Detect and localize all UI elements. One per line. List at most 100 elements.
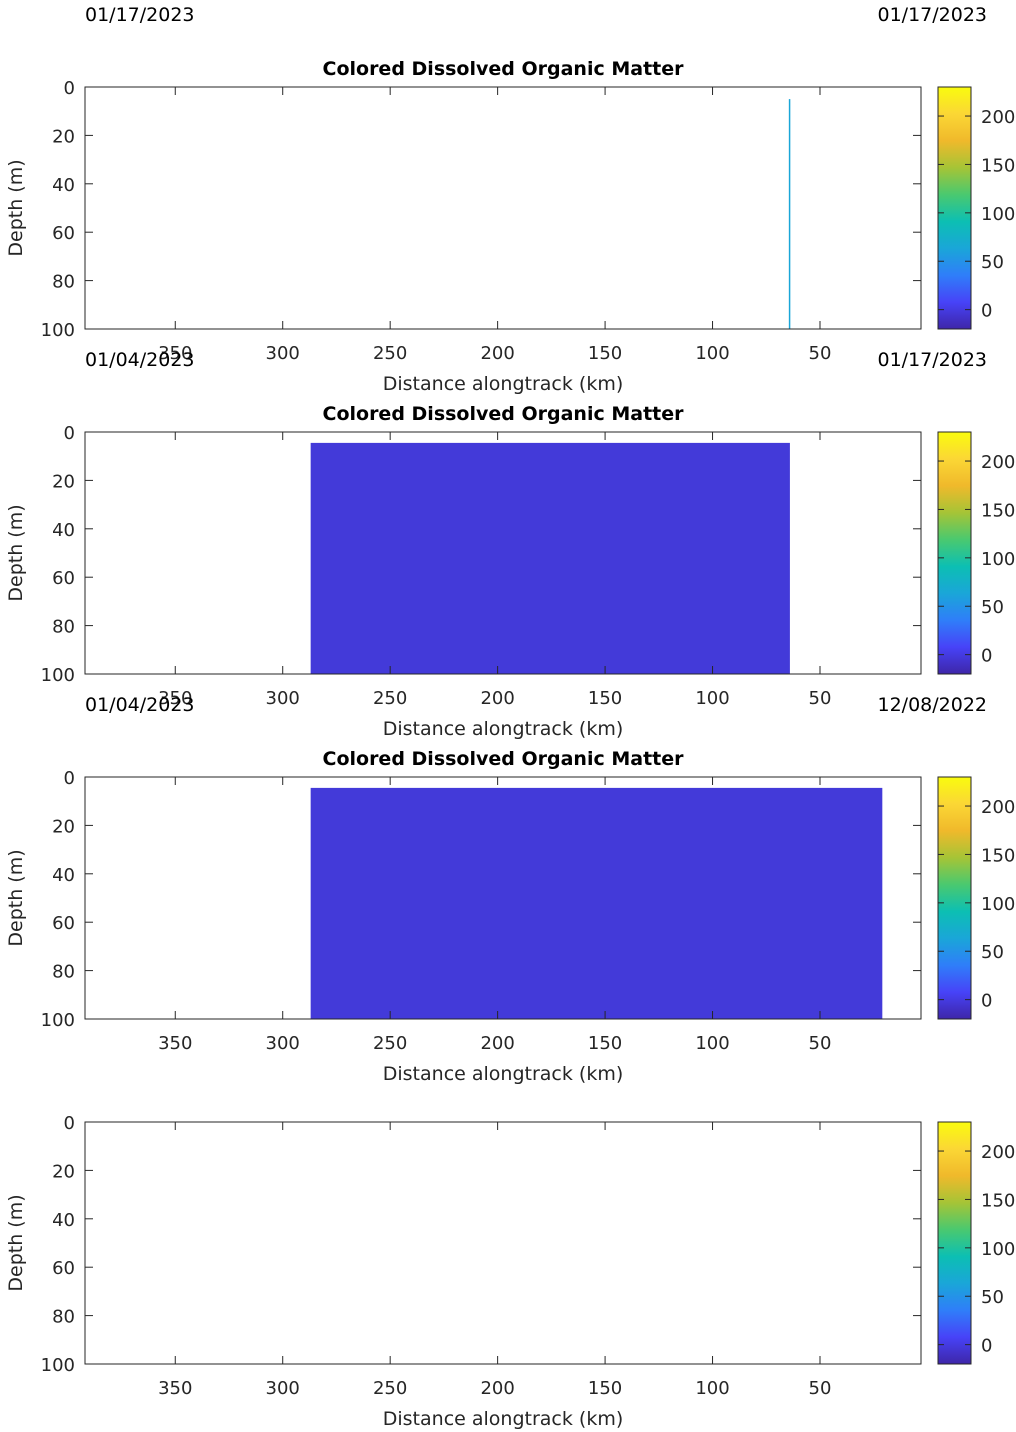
x-tick-label: 300 — [266, 343, 300, 364]
data-region-1 — [310, 787, 883, 1019]
colorbar-gradient — [937, 86, 972, 330]
x-tick-label: 300 — [266, 1378, 300, 1399]
x-tick-label: 300 — [266, 688, 300, 709]
x-tick-label: 200 — [480, 343, 514, 364]
x-tick-label: 350 — [158, 1378, 192, 1399]
colorbar-tick-label: 100 — [981, 894, 1015, 915]
x-tick-label: 150 — [588, 343, 622, 364]
colorbar-tick-label: 150 — [981, 155, 1015, 176]
colorbar-tick-label: 150 — [981, 500, 1015, 521]
x-tick-label: 350 — [158, 343, 192, 364]
plot-area — [84, 776, 922, 1020]
colorbar-tick-label: 0 — [981, 646, 992, 667]
colorbar-tick-label: 50 — [981, 1287, 1004, 1308]
x-tick-label: 50 — [809, 1033, 832, 1054]
colorbar-tick-label: 200 — [981, 1142, 1015, 1163]
x-tick-label: 50 — [809, 688, 832, 709]
panel-3: 350 300 250 200 150 100 50 0 20 40 60 80 100 Distance… — [5, 694, 1015, 1085]
colorbar-tick-label: 50 — [981, 597, 1004, 618]
x-tick-label: 100 — [695, 688, 729, 709]
date-left: 01/04/2023 — [85, 349, 195, 371]
colorbar-tick-label: 50 — [981, 252, 1004, 273]
colorbar-tick-label: 50 — [981, 942, 1004, 963]
chart-title: Colored Dissolved Organic Matter — [323, 58, 685, 80]
date-left: 01/04/2023 — [85, 694, 195, 716]
y-tick-label: 40 — [52, 1210, 75, 1231]
y-axis-label: Depth (m) — [5, 159, 27, 256]
colorbar-tick-label: 150 — [981, 845, 1015, 866]
y-tick-label: 0 — [64, 78, 75, 99]
x-tick-label: 50 — [809, 343, 832, 364]
x-tick-label: 200 — [480, 1033, 514, 1054]
y-tick-label: 60 — [52, 1258, 75, 1279]
panel-2: 350 300 250 200 150 100 50 0 20 40 60 80 100 Distance… — [5, 349, 1015, 740]
x-tick-label: 350 — [158, 1033, 192, 1054]
colorbar-gradient — [937, 776, 972, 1020]
chart-title: Colored Dissolved Organic Matter — [323, 403, 685, 425]
date-right: 01/17/2023 — [877, 349, 987, 371]
colorbar-tick-label: 200 — [981, 452, 1015, 473]
colorbar-tick-label: 200 — [981, 107, 1015, 128]
plot-area — [84, 1121, 922, 1365]
colorbar: 0 50 100 150 200 — [937, 776, 1015, 1020]
x-tick-label: 150 — [588, 1033, 622, 1054]
y-tick-label: 40 — [52, 175, 75, 196]
y-tick-label: 80 — [52, 1307, 75, 1328]
y-tick-label: 0 — [64, 1113, 75, 1134]
x-tick-label: 200 — [480, 1378, 514, 1399]
colorbar-tick-label: 0 — [981, 1336, 992, 1357]
y-tick-label: 20 — [52, 471, 75, 492]
x-tick-label: 100 — [695, 1033, 729, 1054]
y-tick-label: 20 — [52, 816, 75, 837]
y-axis-label: Depth (m) — [5, 849, 27, 946]
panel-1: 350 300 250 200 150 100 50 0 20 40 60 80 100 Distance… — [5, 4, 1015, 395]
date-right: 01/17/2023 — [877, 4, 987, 26]
y-tick-label: 20 — [52, 126, 75, 147]
y-tick-label: 60 — [52, 568, 75, 589]
colorbar-tick-label: 200 — [981, 797, 1015, 818]
colorbar-tick-label: 100 — [981, 204, 1015, 225]
y-tick-label: 20 — [52, 1161, 75, 1182]
colorbar: 0 50 100 150 200 — [937, 1121, 1015, 1365]
y-axis-label: Depth (m) — [5, 1194, 27, 1291]
x-tick-label: 100 — [695, 343, 729, 364]
y-tick-label: 60 — [52, 913, 75, 934]
x-axis-label: Distance alongtrack (km) — [383, 373, 624, 395]
y-tick-label: 100 — [41, 320, 75, 341]
y-tick-label: 0 — [64, 423, 75, 444]
y-tick-label: 40 — [52, 865, 75, 886]
x-tick-label: 100 — [695, 1378, 729, 1399]
x-tick-label: 200 — [480, 688, 514, 709]
x-axis-label: Distance alongtrack (km) — [383, 1408, 624, 1430]
colorbar-tick-label: 0 — [981, 991, 992, 1012]
plot-area — [84, 86, 922, 330]
y-tick-label: 60 — [52, 223, 75, 244]
x-tick-label: 150 — [588, 1378, 622, 1399]
date-left: 01/17/2023 — [85, 4, 195, 26]
date-right: 12/08/2022 — [877, 694, 987, 716]
x-tick-label: 250 — [373, 343, 407, 364]
x-axis-label: Distance alongtrack (km) — [383, 718, 624, 740]
x-tick-label: 250 — [373, 1033, 407, 1054]
y-axis-label: Depth (m) — [5, 504, 27, 601]
colorbar-tick-label: 0 — [981, 301, 992, 322]
x-tick-label: 250 — [373, 688, 407, 709]
y-tick-label: 100 — [41, 1010, 75, 1031]
x-tick-label: 50 — [809, 1378, 832, 1399]
x-tick-label: 300 — [266, 1033, 300, 1054]
colorbar-tick-label: 100 — [981, 549, 1015, 570]
colorbar: 0 50 100 150 200 — [937, 431, 1015, 675]
y-tick-label: 0 — [64, 768, 75, 789]
y-tick-label: 40 — [52, 520, 75, 541]
plot-area — [84, 431, 922, 675]
data-region-1 — [788, 99, 791, 329]
x-tick-label: 150 — [588, 688, 622, 709]
y-tick-label: 80 — [52, 617, 75, 638]
colorbar-tick-label: 150 — [981, 1190, 1015, 1211]
y-tick-label: 100 — [41, 665, 75, 686]
data-region-1 — [310, 442, 790, 674]
y-tick-label: 100 — [41, 1355, 75, 1376]
chart-title: Colored Dissolved Organic Matter — [323, 748, 685, 770]
colorbar-gradient — [937, 431, 972, 675]
